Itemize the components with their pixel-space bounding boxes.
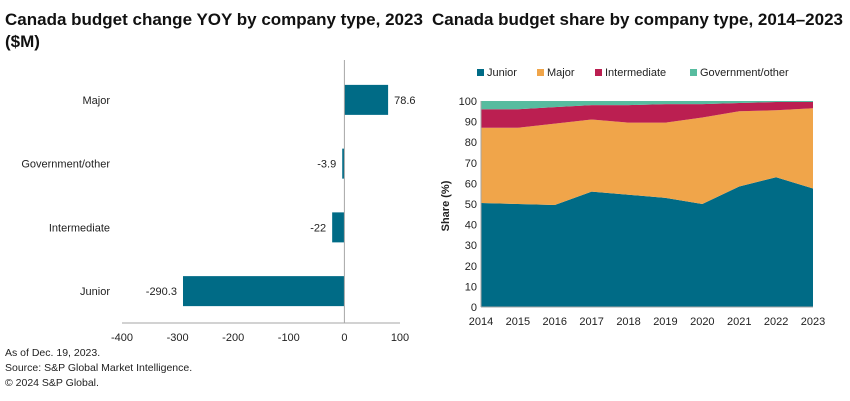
legend-swatch-major <box>537 69 544 76</box>
legend-label: Major <box>547 67 575 79</box>
area-chart: Junior Major Intermediate Government/other … <box>440 67 825 328</box>
x-tick-label: 2017 <box>579 316 603 328</box>
x-tick-label: 2015 <box>506 316 530 328</box>
bar-major <box>344 84 389 115</box>
x-tick-label: 2023 <box>801 316 825 328</box>
x-tick-label: 0 <box>341 332 347 344</box>
bar-chart-title: Canada budget change YOY by company type… <box>5 10 423 51</box>
area-chart-title: Canada budget share by company type, 201… <box>432 10 844 29</box>
footer-date-note: As of Dec. 19, 2023. <box>5 347 101 359</box>
legend-swatch-junior <box>477 69 484 76</box>
legend-label: Junior <box>487 67 517 79</box>
value-label: 78.6 <box>394 95 415 107</box>
x-tick-label: -200 <box>222 332 244 344</box>
category-label: Major <box>82 95 110 107</box>
x-tick-label: 2018 <box>616 316 640 328</box>
value-label: -22 <box>310 222 326 234</box>
category-label: Intermediate <box>49 222 110 234</box>
area-intermediate <box>481 102 813 128</box>
category-label: Government/other <box>21 159 110 171</box>
x-tick-label: 2020 <box>690 316 714 328</box>
footer-copyright: © 2024 S&P Global. <box>5 377 99 389</box>
x-tick-label: 2014 <box>469 316 493 328</box>
area-major <box>481 108 813 206</box>
legend-label: Government/other <box>700 67 789 79</box>
y-tick-label: 0 <box>471 302 477 314</box>
x-tick-label: -300 <box>167 332 189 344</box>
bar-government-other <box>342 148 345 179</box>
area-junior <box>481 177 813 307</box>
bar-intermediate <box>332 212 345 243</box>
y-tick-label: 90 <box>465 117 477 129</box>
y-tick-label: 30 <box>465 240 477 252</box>
x-tick-label: -100 <box>278 332 300 344</box>
value-label: -290.3 <box>146 286 177 298</box>
area-government-other <box>481 101 813 110</box>
legend-label: Intermediate <box>605 67 666 79</box>
footer-source: Source: S&P Global Market Intelligence. <box>5 362 193 374</box>
x-tick-label: 2019 <box>653 316 677 328</box>
x-tick-label: 2022 <box>764 316 788 328</box>
legend-swatch-government-other <box>690 69 697 76</box>
y-tick-label: 100 <box>459 96 477 108</box>
legend-swatch-intermediate <box>595 69 602 76</box>
x-tick-label: 2021 <box>727 316 751 328</box>
bar-junior <box>182 276 345 307</box>
y-tick-label: 10 <box>465 281 477 293</box>
y-tick-label: 20 <box>465 261 477 273</box>
x-tick-label: 100 <box>391 332 409 344</box>
x-tick-label: 2016 <box>543 316 567 328</box>
y-tick-label: 50 <box>465 199 477 211</box>
bar-chart: MajorGovernment/otherIntermediateJunior … <box>21 60 416 344</box>
y-tick-label: 60 <box>465 178 477 190</box>
value-label: -3.9 <box>317 159 336 171</box>
category-label: Junior <box>80 286 110 298</box>
y-tick-label: 80 <box>465 137 477 149</box>
y-tick-label: 40 <box>465 220 477 232</box>
footer-notes: As of Dec. 19, 2023. Source: S&P Global … <box>5 346 192 391</box>
x-tick-label: -400 <box>111 332 133 344</box>
y-axis-label: Share (%) <box>440 180 452 231</box>
y-tick-label: 70 <box>465 158 477 170</box>
